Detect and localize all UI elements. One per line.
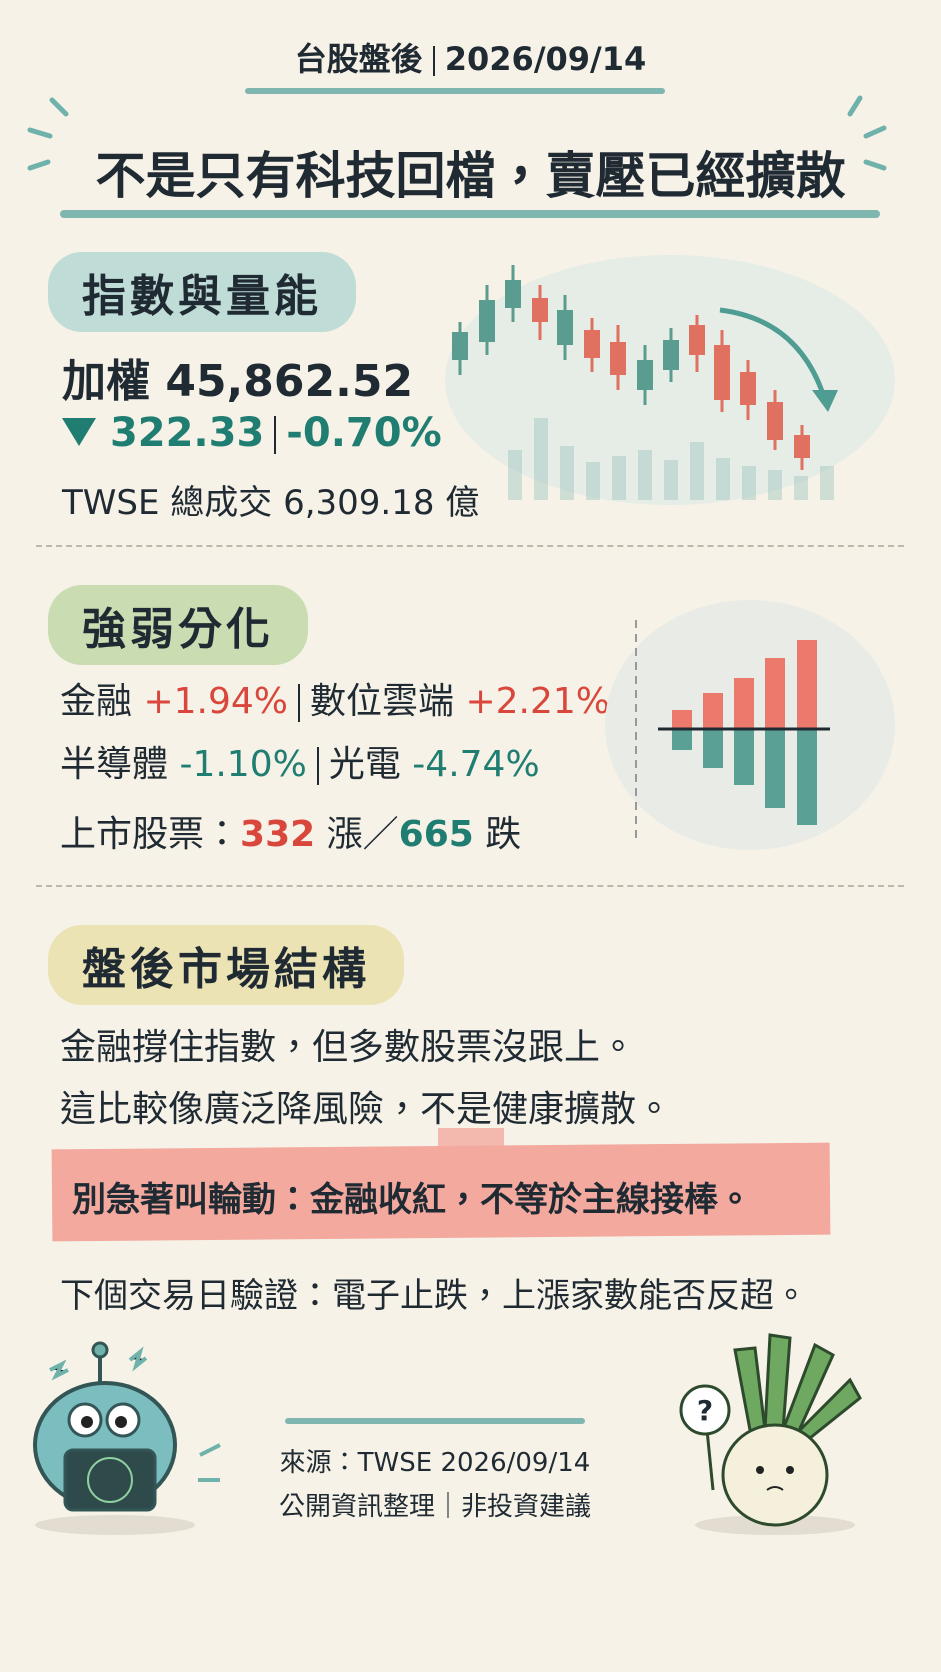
title-underline [60, 210, 880, 218]
down-triangle [62, 418, 96, 446]
structure-line: 金融撐住指數，但多數股票沒跟上。 [60, 1027, 637, 1068]
sparkles [27, 95, 887, 171]
down-label: 跌 [485, 814, 522, 855]
sector-change: +2.21% [465, 681, 610, 722]
breadth-row: 上市股票：332 漲／665 跌 [60, 805, 521, 857]
candle-body [479, 300, 495, 342]
candlestick-illustration [445, 255, 895, 505]
volume-line: TWSE 總成交 6,309.18 億 [62, 475, 479, 524]
candle-body [794, 435, 810, 458]
section-heading: 強弱分化 [48, 585, 308, 665]
candle-body [689, 325, 705, 355]
robot-mascot [33, 1341, 221, 1535]
sector-name: 半導體 [60, 744, 169, 785]
footer-line [285, 1418, 585, 1424]
change-pct: -0.70% [286, 410, 442, 456]
divider [36, 885, 904, 887]
sector-name: 金融 [60, 681, 133, 722]
note: 公開資訊整理｜非投資建議 [278, 1492, 591, 1522]
title: 不是只有科技回檔，賣壓已經擴散 [95, 147, 846, 205]
sector-name: 光電 [328, 744, 401, 785]
up-label: 漲 [326, 814, 363, 855]
breadth-label: 上市股票： [60, 814, 241, 855]
sector-change: -4.74% [412, 744, 540, 785]
down-count: 665 [398, 814, 474, 855]
sector-change: -1.10% [179, 744, 307, 785]
candle-body [663, 340, 679, 370]
change: 322.33 [109, 410, 265, 456]
section-heading: 盤後市場結構 [48, 925, 404, 1005]
candle-body [740, 372, 756, 405]
index-value: 45,862.52 [165, 356, 414, 407]
divergence-illustration [605, 600, 895, 850]
candle-body [584, 330, 600, 358]
candle-body [557, 310, 573, 345]
change-line: 322.33 -0.70% [62, 410, 442, 456]
leek-mascot: ? [679, 1333, 862, 1535]
candle-body [452, 332, 468, 360]
source: 來源：TWSE 2026/09/14 [279, 1448, 591, 1478]
index-line: 加權 45,862.52 [62, 345, 413, 409]
up-count: 332 [240, 814, 316, 855]
callout: 別急著叫輪動：金融收紅，不等於主線接棒。 [72, 1180, 752, 1220]
breadth-separator: ／ [362, 814, 399, 855]
next-check: 下個交易日驗證：電子止跌，上漲家數能否反超。 [60, 1276, 808, 1316]
volume-unit: 億 [445, 483, 480, 523]
date: 2026/09/14 [444, 40, 647, 78]
volume: 6,309.18 [283, 483, 435, 523]
candle-body [637, 360, 653, 390]
structure-line: 這比較像廣泛降風險，不是健康擴散。 [60, 1089, 673, 1130]
candle-body [505, 280, 521, 308]
section-heading: 指數與量能 [48, 252, 356, 332]
sector-name: 數位雲端 [310, 681, 455, 722]
volume-label: TWSE 總成交 [62, 483, 273, 523]
candle-body [714, 345, 730, 400]
candle-body [767, 402, 783, 440]
kicker: 台股盤後 2026/09/14 [0, 34, 941, 80]
underline [245, 88, 665, 94]
sector-change: +1.94% [143, 681, 288, 722]
kicker-text: 台股盤後 [294, 40, 423, 78]
sector-row: 半導體 -1.10% 光電 -4.74% [60, 735, 540, 787]
candle-body [532, 298, 548, 322]
candle-body [610, 342, 626, 375]
divider [36, 545, 904, 547]
sector-row: 金融 +1.94% 數位雲端 +2.21% [60, 672, 610, 724]
index-name: 加權 [62, 356, 150, 407]
sign-text: ? [697, 1394, 713, 1427]
